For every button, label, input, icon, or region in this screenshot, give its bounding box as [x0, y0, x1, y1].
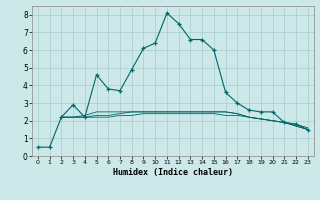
- X-axis label: Humidex (Indice chaleur): Humidex (Indice chaleur): [113, 168, 233, 177]
